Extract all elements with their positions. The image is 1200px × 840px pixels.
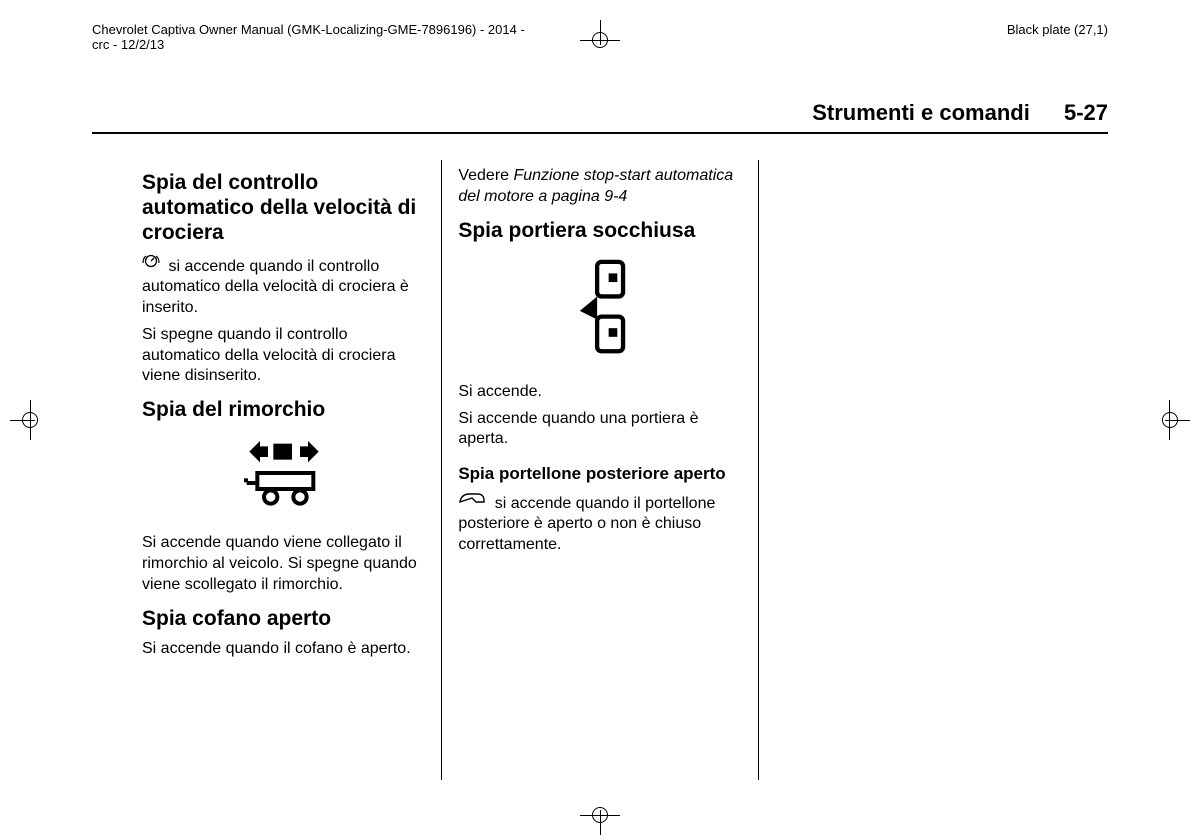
page-number: 5-27 [1064,100,1108,125]
content-columns: Spia del controllo automatico della velo… [132,160,1068,780]
crop-mark-bottom [580,795,620,835]
tailgate-open-heading: Spia portellone posteriore aperto [458,464,741,484]
tailgate-p: si accende quando il portellone posterio… [458,491,741,556]
column-right [765,160,1068,780]
trailer-icon [142,438,425,513]
column-divider-1 [441,160,442,780]
trailer-p: Si accende quando viene collegato il rim… [142,533,425,595]
door-ajar-icon [458,259,741,362]
cruise-control-icon [142,254,160,275]
plate-info: Black plate (27,1) [1007,22,1108,52]
door-p2: Si accende quando una portiera è aperta. [458,409,741,451]
header-rule [92,132,1108,134]
crop-mark-top [580,20,620,60]
door-p1: Si accende. [458,382,741,403]
tailgate-p-text: si accende quando il portellone posterio… [458,494,715,553]
cruise-p1-text: si accende quando il controllo automatic… [142,257,409,316]
column-divider-2 [758,160,759,780]
tailgate-open-icon [458,491,486,512]
bonnet-p: Si accende quando il cofano è aperto. [142,639,425,660]
bonnet-open-heading: Spia cofano aperto [142,606,425,631]
see-ref-lead: Vedere [458,167,513,184]
trailer-light-heading: Spia del rimorchio [142,397,425,422]
section-title: Strumenti e comandi [812,100,1030,125]
cruise-p2: Si spegne quando il controllo automatico… [142,325,425,387]
column-middle: Vedere Funzione stop-start automatica de… [448,160,751,780]
manual-title: Chevrolet Captiva Owner Manual (GMK-Loca… [92,22,525,37]
page-header: Strumenti e comandi 5-27 [92,100,1108,132]
crop-mark-left [10,400,50,440]
crc: crc - 12/2/13 [92,37,164,52]
crop-mark-right [1150,400,1190,440]
see-ref: Vedere Funzione stop-start automatica de… [458,166,741,208]
column-left: Spia del controllo automatico della velo… [132,160,435,780]
cruise-p1: si accende quando il controllo automatic… [142,254,425,319]
cruise-control-light-heading: Spia del controllo automatico della velo… [142,170,425,246]
meta-left: Chevrolet Captiva Owner Manual (GMK-Loca… [92,22,525,52]
door-ajar-heading: Spia portiera socchiusa [458,218,741,243]
